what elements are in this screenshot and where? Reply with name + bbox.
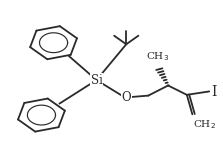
Text: O: O [122, 91, 131, 104]
Text: CH$_2$: CH$_2$ [193, 118, 216, 131]
Text: Si: Si [91, 74, 102, 87]
Text: CH$_3$: CH$_3$ [146, 50, 169, 63]
Text: I: I [211, 85, 217, 99]
